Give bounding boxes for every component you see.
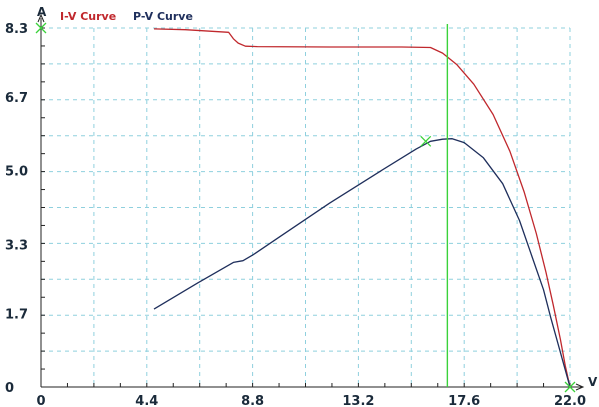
x-tick-label: 4.4 [135, 394, 158, 407]
x-marker [564, 381, 576, 393]
x-axis-arrow [575, 383, 585, 391]
axes [37, 13, 585, 391]
markers [35, 22, 576, 393]
x-tick-label: 13.2 [342, 394, 374, 407]
series-line-pv [153, 138, 571, 388]
y-tick-label: 6.7 [5, 91, 28, 106]
legend: I-V Curve P-V Curve [60, 10, 193, 23]
y-tick-label: 1.7 [5, 307, 28, 322]
y-tick-label: 0 [5, 381, 14, 396]
y-unit-label: A [37, 5, 47, 19]
tick-labels: 0 4.4 8.8 13.2 17.6 22.0 0 1.7 3.3 5.0 6.7 8.3 A V [5, 5, 598, 407]
y-axis-arrow [37, 13, 45, 23]
y-tick-label: 5.0 [5, 165, 28, 180]
x-tick-label: 0 [36, 394, 45, 407]
x-marker [420, 135, 432, 147]
x-tick-label: 8.8 [241, 394, 264, 407]
x-marker [35, 22, 47, 34]
x-tick-label: 17.6 [448, 394, 480, 407]
legend-entry: I-V Curve [60, 10, 116, 23]
y-tick-label: 3.3 [5, 238, 28, 253]
grid-lines [41, 27, 571, 387]
x-unit-label: V [588, 375, 598, 389]
legend-entry: P-V Curve [133, 10, 193, 23]
series-line-iv [153, 28, 571, 388]
y-tick-label: 8.3 [5, 22, 28, 37]
x-tick-label: 22.0 [554, 394, 586, 407]
